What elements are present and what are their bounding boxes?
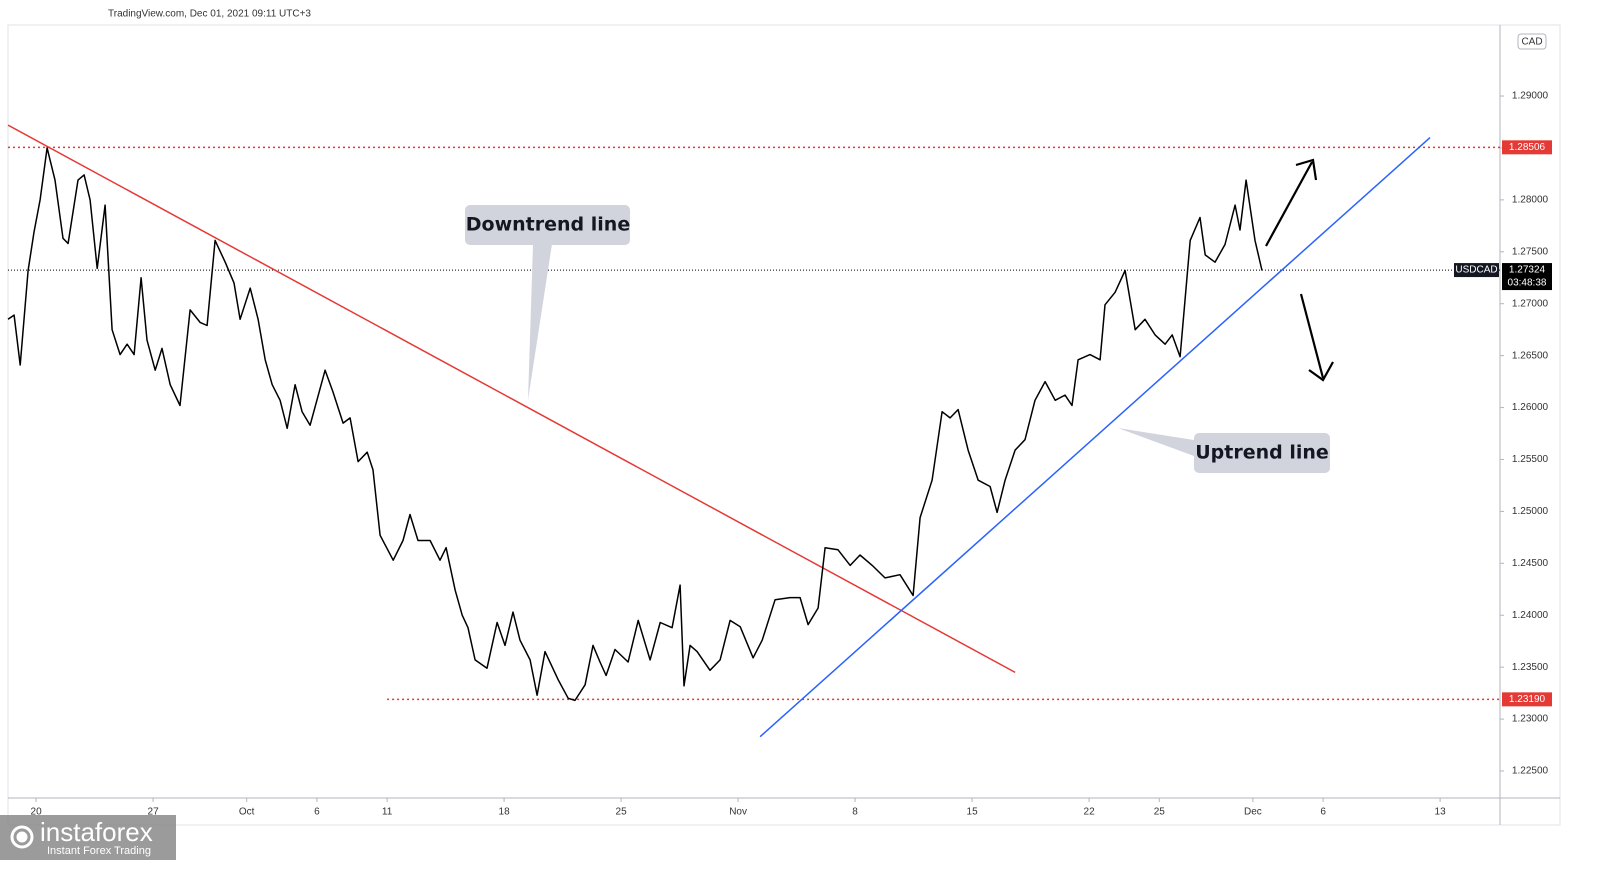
x-tick-label: 25 <box>1154 807 1166 818</box>
y-tick-label: 1.29000 <box>1512 91 1549 102</box>
level-tag-label: 1.23190 <box>1509 694 1546 705</box>
x-tick-label: Oct <box>239 807 255 818</box>
y-tick-label: 1.27500 <box>1512 246 1549 257</box>
header: TradingView.com, Dec 01, 2021 09:11 UTC+… <box>108 9 311 20</box>
arrow-head <box>1295 158 1318 181</box>
watermark-box <box>0 815 176 860</box>
level-tag <box>1502 692 1552 707</box>
trend-line <box>759 137 1431 738</box>
x-tick-label: Nov <box>729 807 747 818</box>
y-tick-label: 1.25500 <box>1512 454 1549 465</box>
y-tick-label: 1.28000 <box>1512 195 1549 206</box>
x-tick-label: 20 <box>31 807 43 818</box>
y-tick-label: 1.23500 <box>1512 662 1549 673</box>
x-tick-label: 8 <box>852 807 858 818</box>
x-tick-label: 15 <box>967 807 979 818</box>
watermark-tagline: Instant Forex Trading <box>47 845 151 857</box>
y-tick-label: 1.25000 <box>1512 506 1549 517</box>
y-tick-label: 1.24000 <box>1512 610 1549 621</box>
price-line <box>7 147 1263 702</box>
watermark-brand: instaforex <box>40 817 153 847</box>
callout-pointer <box>528 244 552 400</box>
scenario-arrows <box>1265 158 1334 382</box>
x-tick-label: 27 <box>148 807 160 818</box>
symbol-tag-label: USDCAD <box>1455 265 1497 276</box>
icon-ring <box>10 825 34 849</box>
currency-box <box>1517 33 1547 50</box>
x-tick-label: 22 <box>1084 807 1096 818</box>
watermark-icon <box>10 825 34 849</box>
chart-frame <box>7 24 1561 826</box>
y-tick-label: 1.24500 <box>1512 558 1549 569</box>
x-tick-label: 11 <box>382 807 393 818</box>
price-tag-label: 1.27324 <box>1509 265 1546 276</box>
y-tick-label: 1.23000 <box>1512 714 1549 725</box>
y-tick-label: 1.27000 <box>1512 298 1549 309</box>
y-tick-label: 1.26000 <box>1512 402 1549 413</box>
callout-label: Downtrend line <box>466 214 630 236</box>
price-tag <box>1502 263 1552 291</box>
arrow-down <box>1299 293 1325 379</box>
callout-label: Uptrend line <box>1195 442 1329 464</box>
symbol-tag <box>1454 263 1499 278</box>
countdown-label: 03:48:38 <box>1508 278 1547 289</box>
x-tick-label: 25 <box>616 807 628 818</box>
x-tick-label: 18 <box>499 807 511 818</box>
x-tick-label: 6 <box>314 807 320 818</box>
y-tick-label: 1.22500 <box>1512 766 1549 777</box>
callout-box <box>1194 433 1330 473</box>
level-tag <box>1502 140 1552 155</box>
x-tick-label: Dec <box>1244 807 1262 818</box>
arrow-head <box>1308 361 1334 382</box>
trend-line <box>7 124 1016 674</box>
callout-box <box>465 205 630 245</box>
arrow-up <box>1265 161 1313 247</box>
y-tick-label: 1.26500 <box>1512 350 1549 361</box>
currency: CAD <box>1521 37 1542 48</box>
level-tag-label: 1.28506 <box>1509 142 1546 153</box>
icon-core <box>16 831 28 843</box>
x-tick-label: 6 <box>1320 807 1326 818</box>
callout-pointer <box>1118 428 1194 456</box>
x-tick-label: 13 <box>1435 807 1447 818</box>
plot-area <box>7 124 1500 738</box>
